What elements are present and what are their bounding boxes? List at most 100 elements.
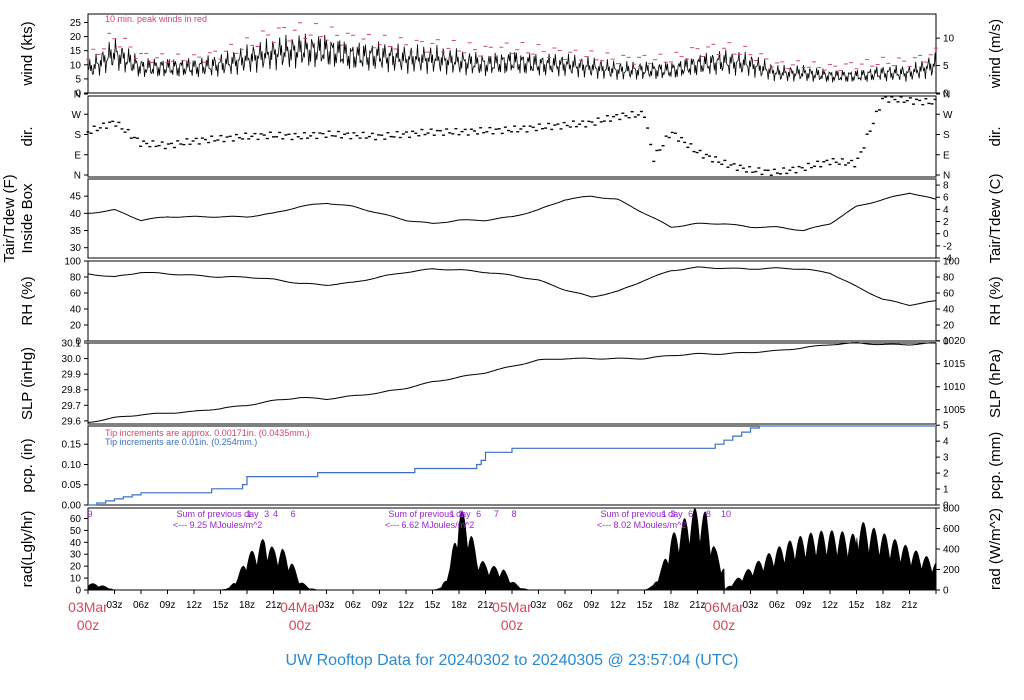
x-tick-label: 15z xyxy=(848,600,864,611)
rh-ytick-label: 0 xyxy=(75,337,81,348)
rh-ytick-right-label: 100 xyxy=(943,257,960,268)
rad-sum-title: Sum of previous day xyxy=(601,509,684,519)
wind-ytick-right-label: 5 xyxy=(943,61,949,72)
rh-ylabel: RH (%) xyxy=(19,276,36,325)
rh-ytick-label: 20 xyxy=(70,321,82,332)
dir-ytick-label: W xyxy=(72,110,82,121)
pcp-ylabel-right: pcp. (mm) xyxy=(987,432,1004,500)
rad-ytick-right-label: 600 xyxy=(943,524,960,535)
rad-ytick-right-label: 200 xyxy=(943,565,960,576)
x-tick-label: 21z xyxy=(477,600,493,611)
rad-sum-value: <--- 8.02 MJoules/m^2 xyxy=(597,520,687,530)
x-tick-label: 12z xyxy=(398,600,414,611)
x-tick-label: 12z xyxy=(186,600,202,611)
wind-ytick-label: 15 xyxy=(70,46,82,57)
rh-ytick-right-label: 60 xyxy=(943,289,955,300)
x-tick-label: 18z xyxy=(663,600,679,611)
wind-ylabel-right: wind (m/s) xyxy=(987,19,1004,89)
rad-ytick-label: 50 xyxy=(70,526,82,537)
x-tick-label: 06z xyxy=(345,600,361,611)
pcp-ytick-right-label: 4 xyxy=(943,437,949,448)
wind-frame xyxy=(87,13,937,94)
x-tick-label: 21z xyxy=(265,600,281,611)
rad-ylabel-right: rad (W/m^2) xyxy=(987,508,1004,590)
dir-frame xyxy=(87,95,937,178)
wind-ytick-label: 0 xyxy=(75,89,81,100)
pcp-ytick-right-label: 5 xyxy=(943,421,949,432)
x-day-hour-label: 00z xyxy=(713,617,736,633)
wind-ytick-label: 20 xyxy=(70,32,82,43)
x-tick-label: 15z xyxy=(636,600,652,611)
slp-line xyxy=(87,342,936,423)
x-day-label: 04Mar xyxy=(280,599,320,615)
rad-hour-marker: 6 xyxy=(688,509,693,519)
dir-ytick-label: N xyxy=(74,171,81,182)
chart-title: UW Rooftop Data for 20240302 to 20240305… xyxy=(286,652,739,669)
rad-sum-value: <--- 9.25 MJoules/m^2 xyxy=(173,520,263,530)
rad-hour-marker: 3 xyxy=(264,509,269,519)
slp-ytick-label: 29.8 xyxy=(62,385,82,396)
x-tick-label: 09z xyxy=(583,600,599,611)
temp-ytick-label: 30 xyxy=(70,243,82,254)
rad-ytick-label: 40 xyxy=(70,538,82,549)
slp-ytick-label: 30.0 xyxy=(62,354,82,365)
x-day-label: 03Mar xyxy=(68,599,108,615)
dir-ytick-label: S xyxy=(74,130,81,141)
pcp-ytick-label: 0.15 xyxy=(62,440,82,451)
slp-ytick-label: 29.9 xyxy=(62,370,82,381)
rad-hour-marker: 7 xyxy=(494,509,499,519)
rh-ytick-right-label: 20 xyxy=(943,321,955,332)
x-tick-label: 06z xyxy=(133,600,149,611)
temp-ytick-right-label: -4 xyxy=(943,254,952,265)
rad-hour-marker: 8 xyxy=(511,509,516,519)
temp-ylabel-right: Tair/Tdew (C) xyxy=(987,173,1004,263)
x-tick-label: 21z xyxy=(901,600,917,611)
pcp-ytick-label: 0.05 xyxy=(62,480,82,491)
dir-ytick-right-label: S xyxy=(943,130,950,141)
x-tick-label: 18z xyxy=(239,600,255,611)
dir-ylabel: dir. xyxy=(19,126,36,146)
rad-ytick-label: 60 xyxy=(70,514,82,525)
rad-hour-marker: 1 xyxy=(662,509,667,519)
rh-ytick-right-label: 40 xyxy=(943,305,955,316)
slp-ytick-right-label: 1015 xyxy=(943,359,966,370)
rad-hour-marker: 1 xyxy=(246,509,251,519)
x-tick-label: 15z xyxy=(424,600,440,611)
x-day-hour-label: 00z xyxy=(289,617,312,633)
rad-hour-marker: 10 xyxy=(721,509,731,519)
slp-frame xyxy=(87,342,937,425)
rad-hour-marker: 9 xyxy=(87,509,92,519)
slp-ylabel-right: SLP (hPa) xyxy=(987,349,1004,418)
rad-area xyxy=(87,508,937,591)
pcp-step-line xyxy=(88,425,936,506)
x-tick-label: 09z xyxy=(795,600,811,611)
x-tick-label: 06z xyxy=(769,600,785,611)
rad-hour-marker: 8 xyxy=(706,509,711,519)
pcp-note-1: Tip increments are approx. 0.00171in. (0… xyxy=(105,428,310,438)
temp-ytick-right-label: 2 xyxy=(943,217,949,228)
dir-ytick-right-label: N xyxy=(943,171,950,182)
x-tick-label: 12z xyxy=(610,600,626,611)
rh-ytick-label: 40 xyxy=(70,305,82,316)
rad-ytick-label: 10 xyxy=(70,574,82,585)
wind-ylabel: wind (kts) xyxy=(19,21,36,86)
rad-hour-marker: 3 xyxy=(670,509,675,519)
wind-ytick-label: 25 xyxy=(70,18,82,29)
temp-ylabel-2: Inside Box xyxy=(19,183,36,254)
x-day-label: 05Mar xyxy=(492,599,532,615)
rh-ytick-label: 80 xyxy=(70,273,82,284)
x-tick-label: 03z xyxy=(742,600,758,611)
pcp-frame xyxy=(87,425,937,506)
pcp-ytick-right-label: 3 xyxy=(943,453,949,464)
dir-ytick-right-label: E xyxy=(943,150,950,161)
x-tick-label: 03z xyxy=(318,600,334,611)
x-tick-label: 15z xyxy=(212,600,228,611)
temp-ylabel: Tair/Tdew (F) xyxy=(1,174,18,262)
dir-ylabel-right: dir. xyxy=(987,126,1004,146)
rad-ytick-label: 0 xyxy=(75,586,81,597)
slp-ylabel: SLP (inHg) xyxy=(19,347,36,420)
wind-mean-line xyxy=(87,33,937,83)
rad-ytick-right-label: 400 xyxy=(943,545,960,556)
